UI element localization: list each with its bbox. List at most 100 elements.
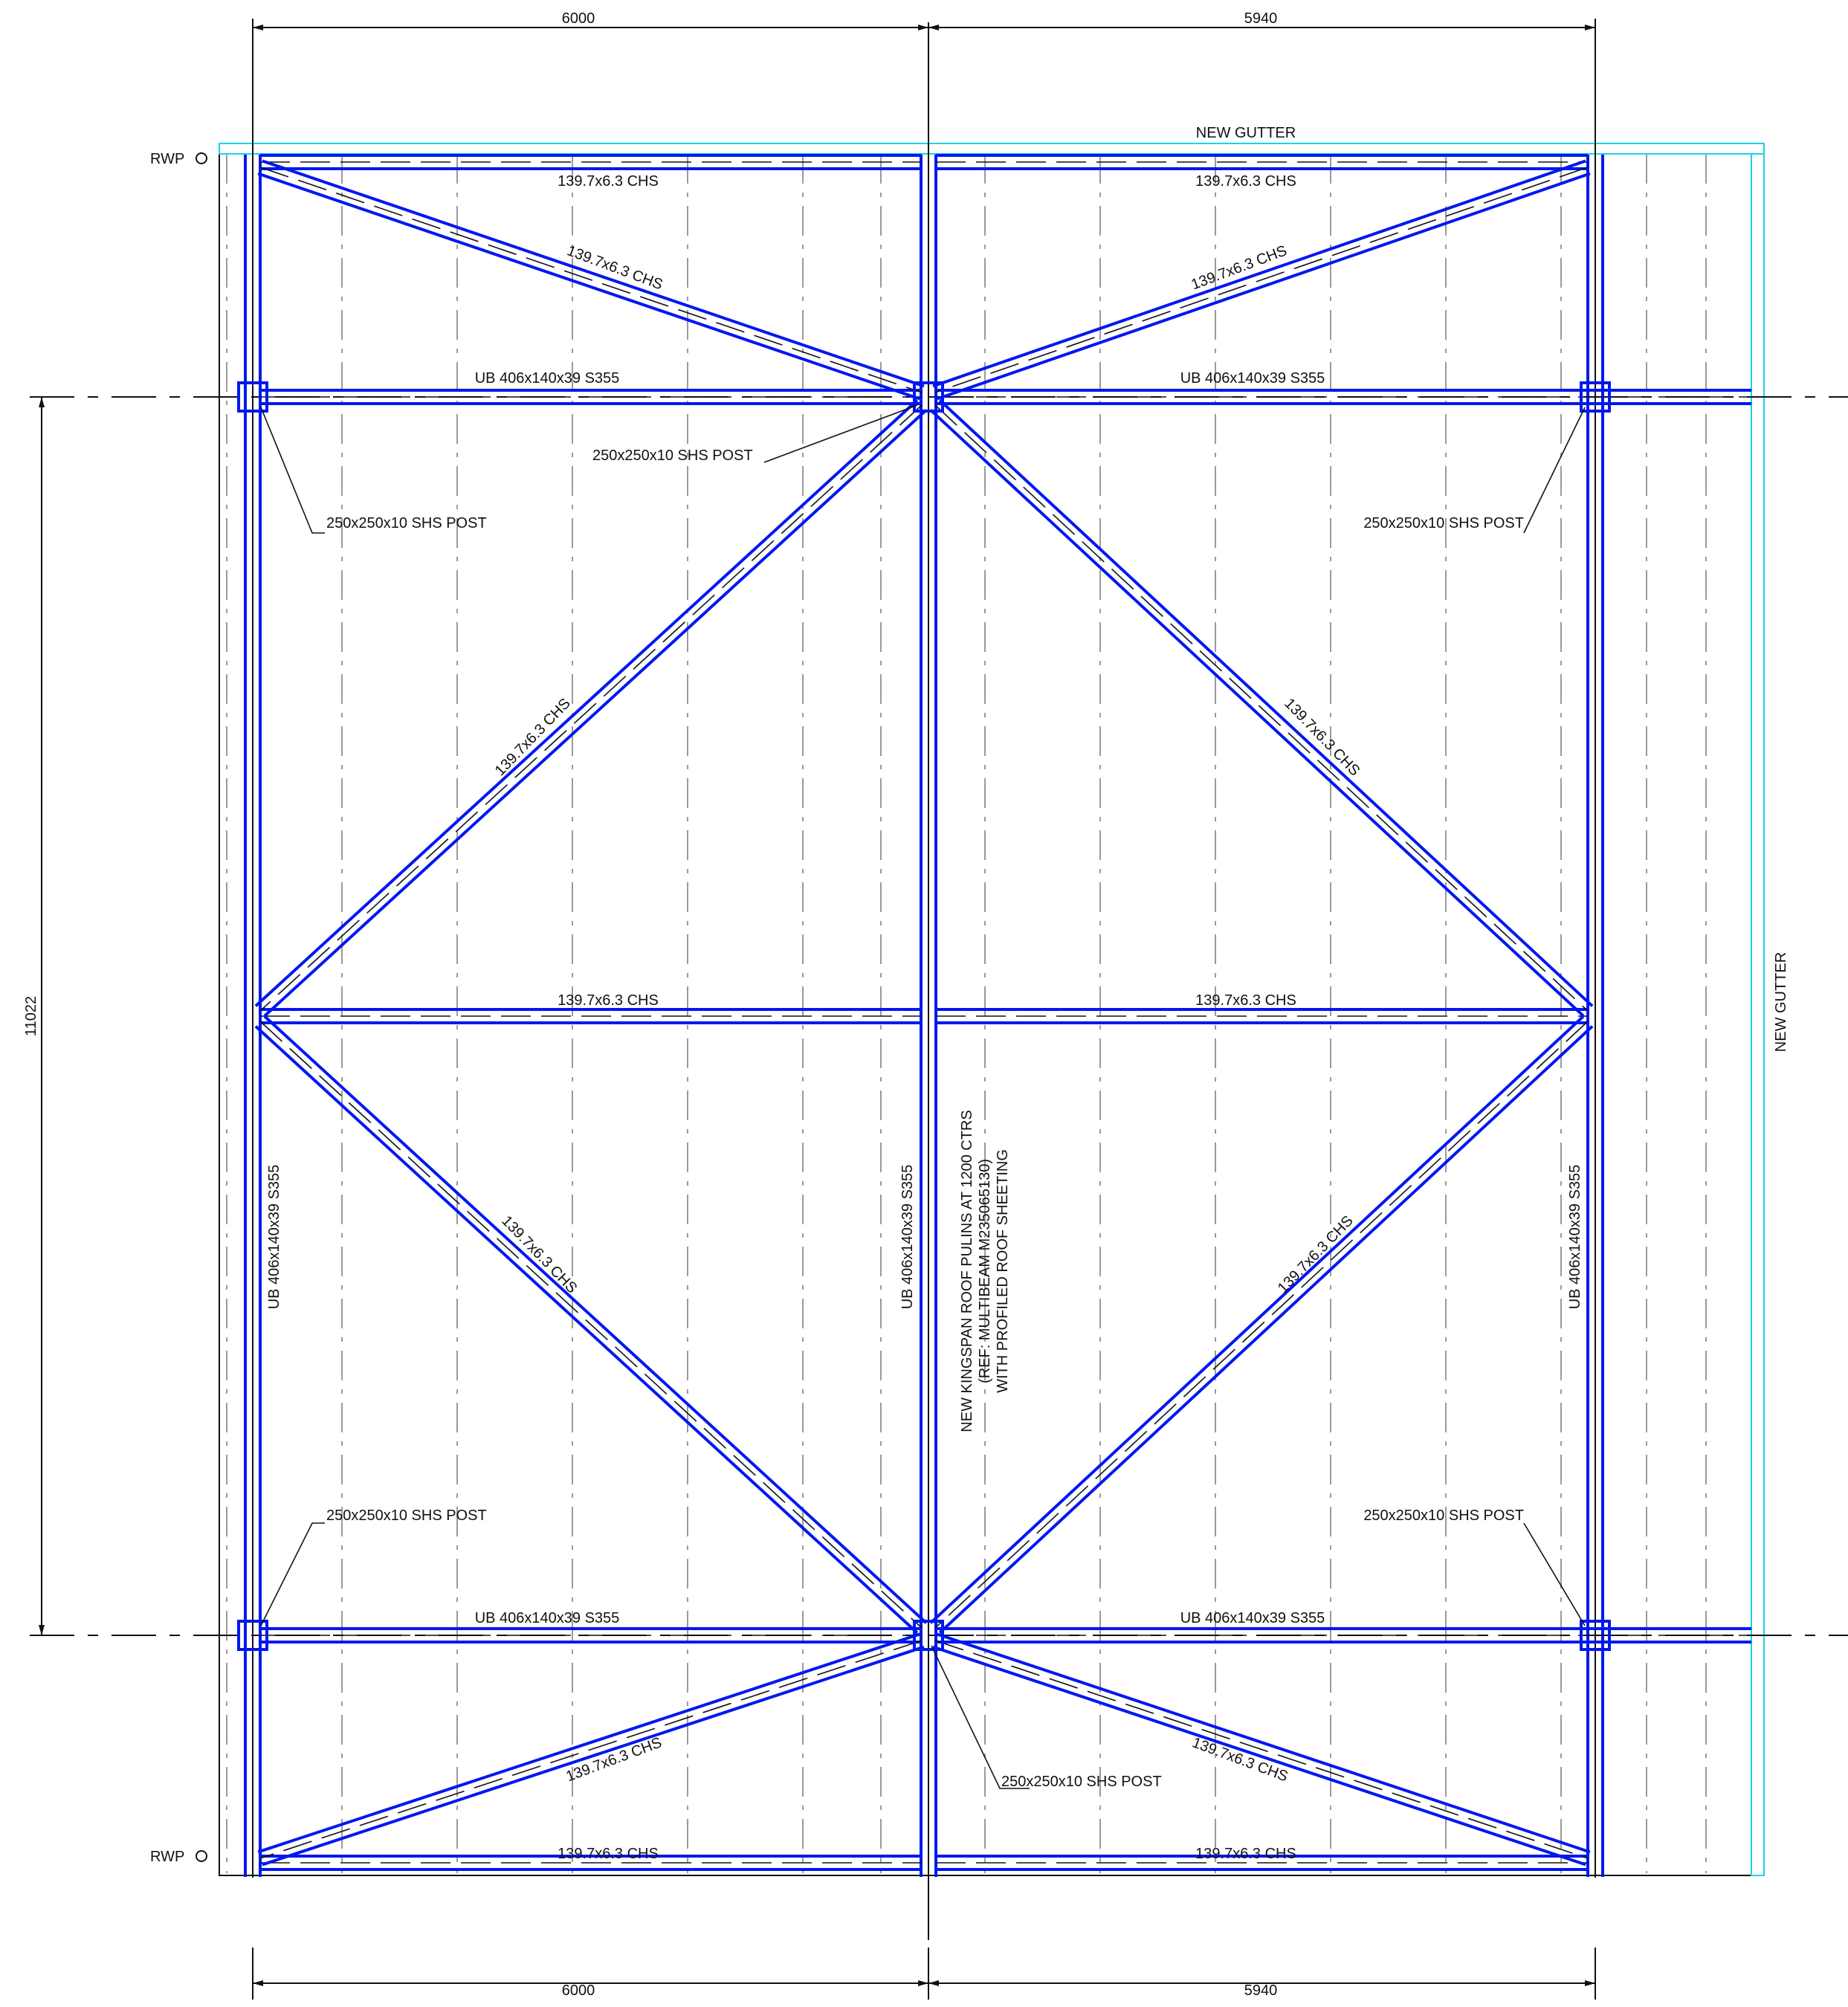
chs-diag-mid-lower-left-edge <box>263 1015 928 1624</box>
chs-diag-bottom-left-centreline <box>259 1640 923 1859</box>
leader-post-bottom-centre <box>931 1645 1030 1789</box>
leader-post-top-left <box>260 407 325 534</box>
label-ub-left-vertical: UB 406x140x39 S355 <box>266 1165 282 1310</box>
leader-post-bottom-left <box>260 1522 325 1626</box>
label-chs-bottom-left: 139.7x6.3 CHS <box>558 1846 659 1862</box>
chs-diag-mid-lower-left-edge <box>254 1025 919 1635</box>
leader-post-top-right <box>1523 407 1586 534</box>
label-post-bottom-right: 250x250x10 SHS POST <box>1363 1507 1524 1524</box>
chs-diag-bottom-left <box>257 1632 925 1867</box>
shs-posts <box>237 381 1611 1651</box>
label-new-gutter-right: NEW GUTTER <box>1773 952 1789 1052</box>
label-post-bottom-centre: 250x250x10 SHS POST <box>1001 1774 1162 1790</box>
chs-diag-bottom-right-edge <box>937 1632 1591 1854</box>
chs-top-left <box>260 154 921 170</box>
chs-diag-mid-upper-right-edge <box>929 409 1585 1018</box>
note-line-2: (REF: MULTIBEAM M235065130) <box>977 1159 993 1383</box>
arrow <box>1585 1980 1595 1986</box>
ub-top-right <box>936 389 1751 405</box>
chs-mid-right <box>936 1008 1588 1024</box>
note-line-1: NEW KINGSPAN ROOF PULINS AT 1200 CTRS <box>959 1110 975 1432</box>
label-chs-bottom-right: 139.7x6.3 CHS <box>1195 1846 1296 1862</box>
label-ub-bottom-right: UB 406x140x39 S355 <box>1180 1610 1325 1626</box>
leader-lines <box>260 404 1586 1789</box>
dimension-arrows <box>39 25 1595 1986</box>
chs-diag-mid-upper-right-edge <box>938 398 1594 1007</box>
label-post-top-left: 250x250x10 SHS POST <box>326 515 487 531</box>
leader-post-top-centre <box>763 404 918 463</box>
chs-diag-mid-upper-left-edge <box>263 409 928 1018</box>
ub-top-left <box>260 389 921 405</box>
arrow <box>253 25 263 30</box>
chs-diag-bottom-right-centreline <box>934 1640 1589 1859</box>
chs-diag-top-right-edge <box>932 159 1586 388</box>
rwp-top-circle <box>196 152 207 164</box>
arrow <box>1585 25 1595 30</box>
chs-diag-mid-upper-left <box>254 398 928 1018</box>
gutter-right <box>1751 143 1765 1876</box>
note-line-3: WITH PROFILED ROOF SHEETING <box>995 1149 1011 1393</box>
post-bottom-centre <box>913 1620 944 1651</box>
label-rwp-top: RWP <box>150 151 184 167</box>
post-top-right <box>1580 381 1611 413</box>
dim-left: 11022 <box>23 996 39 1036</box>
chs-diag-top-right <box>932 159 1591 401</box>
label-post-top-right: 250x250x10 SHS POST <box>1363 515 1524 531</box>
leader-post-bottom-right <box>1523 1522 1586 1626</box>
label-new-gutter-top: NEW GUTTER <box>1196 125 1296 141</box>
label-chs-mid-left: 139.7x6.3 CHS <box>558 992 659 1009</box>
label-chs-mid-right: 139.7x6.3 CHS <box>1195 992 1296 1009</box>
ub-bottom-right <box>936 1627 1751 1644</box>
arrow <box>928 25 939 30</box>
chs-diag-mid-upper-right-centreline <box>934 404 1589 1012</box>
chs-top-right <box>936 154 1588 170</box>
chs-diag-top-right-centreline <box>934 167 1589 393</box>
chs-diag-mid-lower-right-edge <box>929 1015 1585 1624</box>
chs-diag-top-left-centreline <box>259 167 923 393</box>
chs-diag-mid-upper-right <box>929 398 1594 1018</box>
arrow <box>918 1980 928 1986</box>
chs-diag-top-left <box>257 159 925 401</box>
chs-diag-mid-lower-right-centreline <box>934 1021 1589 1629</box>
post-top-left <box>237 381 268 413</box>
chs-diag-bottom-right <box>932 1632 1591 1867</box>
label-post-bottom-left: 250x250x10 SHS POST <box>326 1507 487 1524</box>
dim-bottom-right: 5940 <box>1244 1982 1278 1999</box>
chs-bottom-left <box>260 1855 921 1871</box>
rwp-bottom-circle <box>196 1850 207 1862</box>
dim-top-left: 6000 <box>562 10 595 27</box>
label-ub-top-right: UB 406x140x39 S355 <box>1180 370 1325 387</box>
chs-diag-mid-lower-right <box>929 1015 1594 1635</box>
post-bottom-left <box>237 1620 268 1651</box>
label-chs-top-left: 139.7x6.3 CHS <box>558 173 659 190</box>
arrow <box>253 1980 263 1986</box>
chs-mid-left <box>260 1008 921 1024</box>
chs-diag-top-right-edge <box>937 172 1591 401</box>
label-post-top-centre: 250x250x10 SHS POST <box>592 447 753 464</box>
steel-members <box>244 154 1751 1877</box>
dim-bottom-left: 6000 <box>562 1982 595 1999</box>
chs-diag-mid-upper-left-edge <box>254 398 919 1007</box>
chs-bottom-right <box>936 1855 1588 1871</box>
chs-diag-top-left-edge <box>257 172 920 401</box>
label-rwp-bottom: RWP <box>150 1849 184 1865</box>
chs-diag-mid-lower-left-centreline <box>259 1021 923 1629</box>
chs-diag-mid-lower-right-edge <box>938 1025 1594 1635</box>
chs-diag-top-left-edge <box>262 159 925 388</box>
ub-bottom-left <box>260 1627 921 1644</box>
label-ub-top-left: UB 406x140x39 S355 <box>475 370 620 387</box>
chs-diag-bottom-left-edge <box>257 1632 920 1854</box>
chs-diag-bottom-right-edge <box>932 1645 1586 1867</box>
label-ub-right-vertical: UB 406x140x39 S355 <box>1567 1165 1583 1310</box>
label-ub-bottom-left: UB 406x140x39 S355 <box>475 1610 620 1626</box>
arrow <box>928 1980 939 1986</box>
arrow <box>918 25 928 30</box>
label-ub-centre-vertical: UB 406x140x39 S355 <box>899 1165 916 1310</box>
label-chs-top-right: 139.7x6.3 CHS <box>1195 173 1296 190</box>
dim-top-right: 5940 <box>1244 10 1278 27</box>
post-top-centre <box>913 381 944 413</box>
arrow <box>39 397 45 407</box>
post-bottom-right <box>1580 1620 1611 1651</box>
